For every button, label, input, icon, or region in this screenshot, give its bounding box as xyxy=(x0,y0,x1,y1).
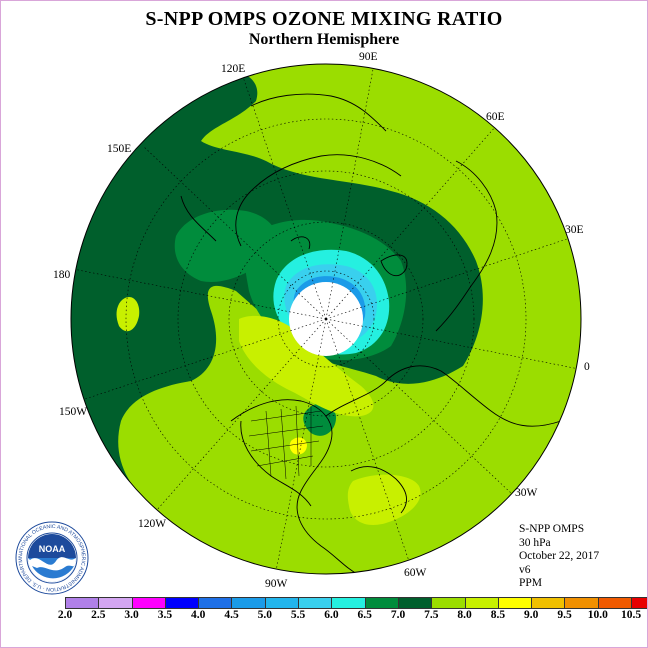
info-version: v6 xyxy=(519,563,531,576)
lon-label-60w: 60W xyxy=(404,567,427,579)
noaa-logo: NATIONAL OCEANIC AND ATMOSPHERIC ADMINIS… xyxy=(15,521,89,595)
lon-label-90e: 90E xyxy=(359,51,378,63)
colorbar-swatch xyxy=(565,598,599,608)
colorbar-swatch xyxy=(165,598,200,608)
colorbar-swatch xyxy=(99,598,133,608)
lon-label-30e: 30E xyxy=(565,224,584,236)
info-instrument: S-NPP OMPS xyxy=(519,523,585,535)
colorbar-tick-label: 9.0 xyxy=(524,609,539,621)
colorbar-tick-label: 2.0 xyxy=(57,609,73,621)
lon-label-60e: 60E xyxy=(486,111,505,123)
ozone-field-8-0-c xyxy=(116,296,140,332)
lon-label-150e: 150E xyxy=(107,143,132,155)
colorbar-swatch xyxy=(465,598,499,608)
colorbar-tick-label: 7.0 xyxy=(390,609,406,621)
colorbar-tick-label: 10.5 xyxy=(621,609,642,621)
info-units: PPM xyxy=(519,577,543,590)
colorbar-tick-label: 5.0 xyxy=(257,609,272,621)
lon-label-90w: 90W xyxy=(265,578,288,590)
info-date: October 22, 2017 xyxy=(519,550,600,563)
figure-title: S-NPP OMPS OZONE MIXING RATIO xyxy=(145,8,503,30)
colorbar-swatch xyxy=(332,598,366,608)
figure-subtitle: Northern Hemisphere xyxy=(248,31,400,48)
info-pressure-level: 30 hPa xyxy=(519,536,551,549)
colorbar-tick-label: 9.5 xyxy=(557,609,572,621)
colorbar-swatch xyxy=(232,598,266,608)
colorbar-swatch xyxy=(299,598,333,608)
colorbar-tick-label: 5.5 xyxy=(290,609,306,621)
lon-label-0: 0 xyxy=(584,361,590,373)
colorbar-swatch xyxy=(398,598,433,608)
colorbar-swatch xyxy=(132,598,166,608)
colorbar-ticks: 2.0 2.5 3.0 3.5 4.0 4.5 5.0 5.5 6.0 6.5 7.0 7.5 8.0 8… xyxy=(1,609,647,625)
colorbar-tick-label: 2.5 xyxy=(91,609,106,621)
colorbar xyxy=(65,597,647,609)
colorbar-tick-label: 7.5 xyxy=(424,609,439,621)
colorbar-swatch xyxy=(532,598,566,608)
colorbar-tick-label: 4.5 xyxy=(224,609,239,621)
lon-label-150w: 150W xyxy=(59,406,88,418)
logo-text: NOAA xyxy=(39,544,66,554)
colorbar-swatch xyxy=(265,598,300,608)
colorbar-tick-label: 3.0 xyxy=(124,609,139,621)
graticule xyxy=(72,64,580,572)
colorbar-swatch xyxy=(199,598,233,608)
state-boundaries xyxy=(248,405,324,480)
colorbar-swatch xyxy=(598,598,633,608)
colorbar-tick-label: 8.5 xyxy=(490,609,506,621)
lon-label-120e: 120E xyxy=(221,63,246,75)
ozone-field-8-5 xyxy=(289,437,307,455)
colorbar-swatch xyxy=(365,598,399,608)
colorbar-swatch xyxy=(498,598,533,608)
colorbar-swatch xyxy=(66,598,100,608)
map-boundary xyxy=(70,63,582,575)
colorbar-tick-label: 10.0 xyxy=(587,609,608,621)
colorbar-tick-label: 4.0 xyxy=(191,609,206,621)
ozone-field-8-0-a xyxy=(239,315,374,417)
colorbar-swatch xyxy=(432,598,466,608)
lon-label-180: 180 xyxy=(53,269,71,281)
colorbar-swatch xyxy=(632,598,647,608)
lon-label-120w: 120W xyxy=(138,518,167,530)
colorbar-tick-label: 3.5 xyxy=(157,609,173,621)
colorbar-tick-label: 6.5 xyxy=(357,609,372,621)
colorbar-tick-label: 6.0 xyxy=(324,609,339,621)
lon-label-30w: 30W xyxy=(515,487,538,499)
colorbar-tick-label: 8.0 xyxy=(457,609,472,621)
plot-info: S-NPP OMPS 30 hPa October 22, 2017 v6 PP… xyxy=(519,523,599,591)
